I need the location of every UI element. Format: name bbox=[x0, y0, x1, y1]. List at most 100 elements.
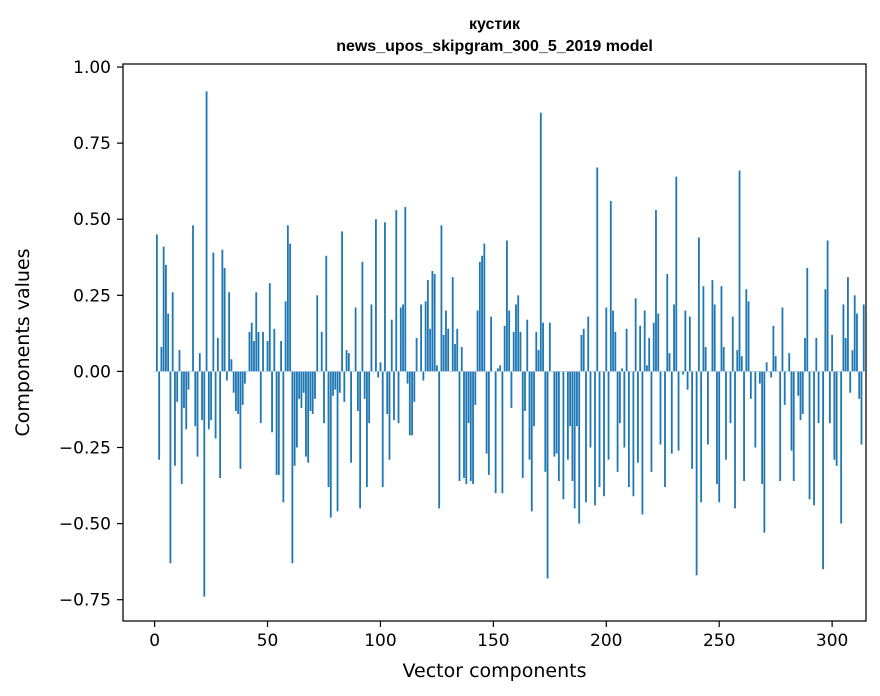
bar-52 bbox=[271, 371, 273, 433]
bar-75 bbox=[323, 371, 325, 424]
bar-79 bbox=[332, 371, 334, 396]
bar-253 bbox=[725, 371, 727, 460]
bar-256 bbox=[731, 316, 734, 372]
bar-220 bbox=[650, 371, 653, 472]
bar-251 bbox=[720, 286, 723, 372]
bar-15 bbox=[187, 371, 190, 390]
bar-145 bbox=[481, 255, 483, 372]
y-tick-label: −0.25 bbox=[59, 439, 111, 459]
bar-224 bbox=[659, 371, 662, 445]
bar-86 bbox=[347, 353, 350, 372]
bar-71 bbox=[314, 371, 316, 399]
bar-192 bbox=[587, 316, 590, 372]
bar-170 bbox=[537, 350, 540, 372]
bar-167 bbox=[530, 371, 533, 512]
bar-165 bbox=[526, 319, 529, 372]
bar-25 bbox=[210, 371, 212, 421]
bar-197 bbox=[598, 371, 601, 488]
bar-78 bbox=[329, 371, 332, 518]
bar-304 bbox=[840, 371, 843, 524]
bar-296 bbox=[822, 371, 824, 570]
bar-191 bbox=[585, 371, 587, 503]
bar-122 bbox=[429, 328, 432, 372]
bar-114 bbox=[411, 371, 413, 436]
y-tick-label: −0.75 bbox=[59, 591, 111, 611]
bar-89 bbox=[354, 307, 357, 372]
bars-group bbox=[153, 91, 865, 597]
x-tick-label: 150 bbox=[477, 631, 509, 651]
bar-292 bbox=[813, 371, 815, 506]
bar-301 bbox=[833, 371, 836, 460]
bar-66 bbox=[302, 371, 305, 393]
bar-285 bbox=[797, 371, 800, 396]
bar-129 bbox=[445, 310, 447, 372]
bar-208 bbox=[623, 371, 626, 448]
bar-138 bbox=[465, 371, 468, 485]
bar-188 bbox=[578, 371, 581, 524]
bar-9 bbox=[174, 371, 176, 466]
bar-90 bbox=[356, 371, 359, 411]
bar-274 bbox=[772, 325, 775, 372]
bar-35 bbox=[232, 371, 235, 393]
bar-286 bbox=[799, 371, 802, 421]
bar-311 bbox=[856, 313, 858, 372]
bar-99 bbox=[377, 371, 380, 378]
bar-282 bbox=[790, 371, 793, 451]
bar-190 bbox=[582, 328, 585, 372]
bar-183 bbox=[566, 371, 569, 460]
bar-161 bbox=[517, 295, 520, 372]
bar-102 bbox=[384, 222, 386, 372]
bar-134 bbox=[456, 328, 459, 372]
bar-278 bbox=[781, 307, 784, 372]
bar-125 bbox=[436, 365, 438, 372]
bar-128 bbox=[442, 334, 445, 372]
bar-70 bbox=[311, 371, 314, 415]
bar-250 bbox=[718, 371, 721, 503]
bar-140 bbox=[469, 371, 472, 481]
bar-34 bbox=[230, 359, 233, 372]
bar-178 bbox=[555, 371, 558, 454]
bar-200 bbox=[605, 307, 608, 372]
bar-5 bbox=[165, 264, 167, 372]
bar-126 bbox=[438, 371, 441, 509]
bar-120 bbox=[424, 301, 427, 372]
bar-293 bbox=[815, 337, 818, 372]
bar-294 bbox=[817, 371, 820, 424]
bar-121 bbox=[426, 280, 429, 372]
bar-259 bbox=[738, 170, 741, 372]
bar-50 bbox=[266, 340, 269, 372]
bar-308 bbox=[849, 371, 852, 393]
bar-196 bbox=[596, 167, 599, 372]
plot-frame bbox=[122, 63, 867, 622]
bar-309 bbox=[851, 350, 854, 372]
bar-245 bbox=[707, 371, 709, 445]
bar-281 bbox=[788, 353, 791, 372]
bar-260 bbox=[740, 356, 743, 372]
bar-219 bbox=[648, 337, 651, 372]
bar-283 bbox=[792, 371, 795, 481]
bar-19 bbox=[196, 371, 199, 457]
bar-261 bbox=[743, 371, 745, 481]
bar-83 bbox=[341, 231, 343, 372]
bar-306 bbox=[844, 337, 847, 372]
y-axis: −0.75 −0.50 −0.25 0.00 0.25 0.50 0.75 1.00 bbox=[59, 58, 123, 611]
bar-242 bbox=[700, 371, 703, 503]
bar-255 bbox=[729, 371, 732, 424]
bar-58 bbox=[284, 301, 287, 372]
bar-171 bbox=[539, 112, 542, 372]
bar-30 bbox=[221, 249, 224, 372]
bar-59 bbox=[286, 225, 289, 372]
bar-142 bbox=[474, 371, 477, 405]
bar-177 bbox=[553, 371, 556, 457]
bar-33 bbox=[228, 292, 231, 372]
bar-64 bbox=[298, 371, 301, 399]
bar-164 bbox=[524, 371, 526, 411]
bar-32 bbox=[225, 371, 228, 381]
bar-249 bbox=[716, 371, 718, 485]
bar-87 bbox=[350, 371, 352, 463]
bar-143 bbox=[476, 310, 479, 372]
bar-45 bbox=[255, 292, 258, 372]
bar-133 bbox=[454, 344, 456, 372]
bar-227 bbox=[666, 274, 669, 372]
